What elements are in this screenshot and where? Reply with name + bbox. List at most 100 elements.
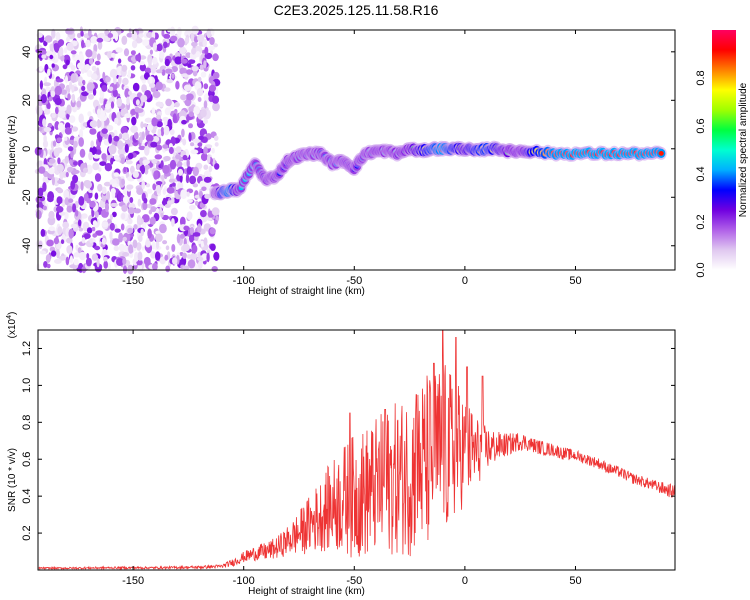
noise-dot <box>99 161 107 167</box>
noise-dot <box>152 183 157 191</box>
noise-dot <box>43 82 51 87</box>
noise-dot <box>152 42 157 51</box>
noise-dot <box>57 39 65 47</box>
noise-dot <box>82 122 88 127</box>
noise-dot <box>150 141 158 148</box>
noise-dot <box>149 49 153 55</box>
noise-dot <box>68 228 74 239</box>
noise-dot <box>95 230 104 236</box>
noise-dot <box>42 150 47 160</box>
noise-dot <box>148 58 152 68</box>
y-tick-label: 0 <box>21 146 33 152</box>
noise-dot <box>40 228 46 237</box>
noise-dot <box>166 79 174 84</box>
noise-dot <box>165 265 171 273</box>
noise-dot <box>128 244 134 254</box>
noise-dot <box>101 128 108 134</box>
noise-dot <box>203 118 208 125</box>
noise-dot <box>77 62 85 70</box>
noise-dot <box>149 76 153 84</box>
noise-dot <box>136 242 142 251</box>
noise-dot <box>185 173 190 184</box>
noise-dot <box>93 154 100 159</box>
noise-dot <box>104 163 113 172</box>
noise-dot <box>151 159 158 164</box>
noise-dot <box>55 235 59 242</box>
noise-dot <box>73 140 78 148</box>
noise-dot <box>182 252 187 259</box>
noise-dot <box>131 40 138 49</box>
noise-dot <box>121 35 128 45</box>
noise-dot <box>157 128 162 138</box>
x-tick-label: 50 <box>569 575 581 587</box>
noise-dot <box>91 253 98 261</box>
noise-dot <box>49 43 54 54</box>
noise-dot <box>122 252 130 257</box>
noise-dot <box>190 142 195 147</box>
noise-dot <box>114 117 119 125</box>
noise-dot <box>122 257 127 265</box>
noise-dot <box>164 107 171 116</box>
y-tick-label: -40 <box>21 238 33 254</box>
noise-dot <box>140 164 146 175</box>
noise-dot <box>84 63 91 71</box>
noise-dot <box>152 136 160 143</box>
noise-dot <box>87 111 92 117</box>
noise-dot <box>197 260 203 269</box>
noise-dot <box>65 29 73 35</box>
noise-dot <box>179 67 188 75</box>
noise-dot <box>152 262 158 271</box>
noise-dot <box>161 199 168 206</box>
noise-dot <box>68 198 74 203</box>
noise-dot <box>37 126 43 132</box>
noise-dot <box>51 54 59 64</box>
noise-dot <box>177 168 184 176</box>
noise-dot <box>70 180 76 190</box>
noise-dot <box>139 61 145 66</box>
noise-dot <box>117 140 124 150</box>
noise-dot <box>107 33 114 38</box>
snr-y-multiplier-close: ) <box>7 312 18 315</box>
noise-dot <box>188 123 193 129</box>
noise-dot <box>140 228 144 237</box>
noise-dot <box>71 169 80 174</box>
noise-dot <box>46 239 54 247</box>
noise-dot <box>106 125 114 131</box>
y-tick-label: 0.4 <box>21 489 33 504</box>
noise-dot <box>130 125 139 133</box>
noise-dot <box>50 90 56 98</box>
noise-dot <box>138 33 144 38</box>
noise-dot <box>48 167 55 175</box>
snr-plot-frame <box>37 329 676 571</box>
noise-dot <box>181 73 189 78</box>
noise-dot <box>201 253 208 259</box>
noise-dot <box>70 50 77 55</box>
noise-dot <box>211 266 218 272</box>
noise-dot <box>47 122 53 128</box>
noise-dot <box>203 83 209 90</box>
noise-dot <box>152 90 161 99</box>
noise-dot <box>102 71 106 81</box>
noise-dot <box>42 175 50 184</box>
noise-dot <box>87 94 94 100</box>
noise-dot <box>79 148 86 158</box>
y-tick-label: 0.2 <box>21 525 33 540</box>
noise-dot <box>156 144 163 151</box>
noise-dot <box>192 244 198 254</box>
noise-dot <box>94 245 101 251</box>
noise-dot <box>56 163 64 173</box>
noise-dot <box>186 211 193 221</box>
noise-dot <box>96 53 101 61</box>
noise-dot <box>155 240 160 250</box>
noise-dot <box>130 65 136 71</box>
noise-dot <box>155 251 161 261</box>
x-tick-label: 0 <box>462 575 468 587</box>
noise-dot <box>86 253 90 259</box>
noise-dot <box>143 256 151 266</box>
noise-dot <box>113 245 120 252</box>
noise-dot <box>63 47 68 54</box>
noise-dot <box>139 136 143 144</box>
noise-dot <box>101 186 107 195</box>
snr-y-multiplier-base: (x10 <box>7 318 18 338</box>
noise-dot <box>113 129 118 137</box>
